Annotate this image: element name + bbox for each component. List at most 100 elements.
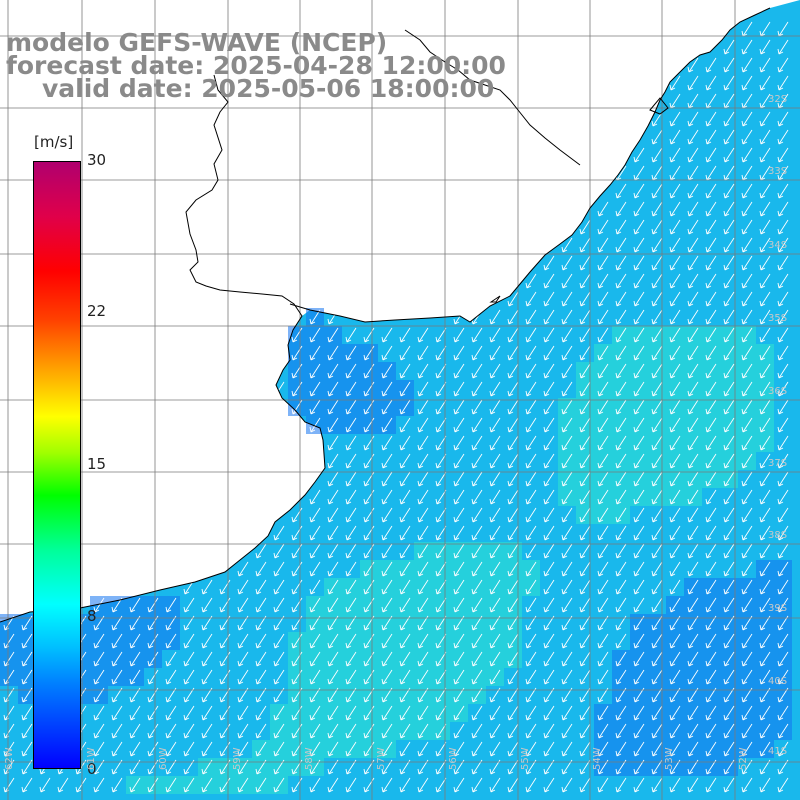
lon-label: 57W — [376, 747, 387, 770]
wind-arrow — [669, 777, 681, 793]
forecast-date: forecast date: 2025-04-28 12:00:00 — [6, 51, 506, 80]
wind-arrow — [687, 471, 699, 487]
wind-arrow — [615, 291, 627, 307]
wind-arrow — [435, 579, 447, 595]
wind-arrow — [597, 237, 609, 253]
wind-arrow — [201, 777, 213, 793]
wind-arrow — [525, 597, 537, 613]
wind-arrow — [615, 417, 627, 433]
wind-arrow — [633, 183, 645, 199]
wind-arrow — [741, 525, 753, 541]
wind-arrow — [507, 489, 519, 505]
wind-arrow — [345, 363, 357, 379]
wind-arrow — [651, 399, 663, 415]
wind-arrow — [759, 219, 771, 235]
wind-arrow — [615, 381, 627, 397]
wind-arrow — [273, 597, 285, 613]
wind-arrow — [669, 291, 681, 307]
wind-arrow — [741, 75, 753, 91]
wind-arrow — [399, 381, 411, 397]
wind-arrow — [147, 723, 159, 739]
wind-arrow — [399, 669, 411, 685]
wind-arrow — [759, 273, 771, 289]
wind-arrow — [651, 237, 663, 253]
wind-arrow — [759, 705, 771, 721]
wind-arrow — [741, 345, 753, 361]
wind-arrow — [453, 705, 465, 721]
wind-arrow — [561, 579, 573, 595]
wind-arrow — [615, 435, 627, 451]
wind-arrow — [363, 507, 375, 523]
wind-arrow — [129, 741, 141, 757]
wind-arrow — [741, 741, 753, 757]
wind-arrow — [759, 381, 771, 397]
wind-arrow — [93, 723, 105, 739]
wind-arrow — [291, 777, 303, 793]
wind-arrow — [561, 507, 573, 523]
wind-arrow — [705, 381, 717, 397]
lon-label: 54W — [592, 747, 603, 770]
wind-arrow — [687, 543, 699, 559]
wind-arrow — [399, 417, 411, 433]
wind-arrow — [705, 363, 717, 379]
wind-arrow — [525, 741, 537, 757]
wind-arrow — [345, 417, 357, 433]
wind-arrow — [597, 561, 609, 577]
wind-arrow — [723, 669, 735, 685]
wind-arrow — [525, 435, 537, 451]
wind-arrow — [705, 453, 717, 469]
wind-arrow — [687, 669, 699, 685]
wind-arrow — [435, 417, 447, 433]
wind-arrow — [489, 723, 501, 739]
wind-arrow — [597, 651, 609, 667]
wind-arrow — [741, 399, 753, 415]
wind-arrow — [471, 525, 483, 541]
wind-arrow — [291, 525, 303, 541]
wind-arrow — [93, 669, 105, 685]
wind-arrow — [453, 543, 465, 559]
wind-arrow — [309, 489, 321, 505]
wind-arrow — [489, 507, 501, 523]
wind-arrow — [561, 453, 573, 469]
wind-arrow — [561, 291, 573, 307]
wind-arrow — [633, 309, 645, 325]
wind-arrow — [507, 633, 519, 649]
wind-arrow — [417, 633, 429, 649]
colorbar-tick: 30 — [87, 151, 107, 169]
wind-arrow — [327, 579, 339, 595]
wind-arrow — [741, 147, 753, 163]
wind-arrow — [273, 741, 285, 757]
wind-arrow — [417, 345, 429, 361]
wind-arrow — [525, 651, 537, 667]
wind-arrow — [597, 327, 609, 343]
wind-arrow — [723, 597, 735, 613]
wind-arrow — [201, 723, 213, 739]
wind-arrow — [417, 723, 429, 739]
wind-arrow — [543, 255, 555, 271]
wind-arrow — [651, 291, 663, 307]
wind-arrow — [309, 417, 321, 433]
wind-arrow — [219, 741, 231, 757]
wind-arrow — [741, 417, 753, 433]
wind-arrow — [579, 741, 591, 757]
wind-arrow — [633, 399, 645, 415]
wind-arrow — [327, 651, 339, 667]
wind-arrow — [453, 561, 465, 577]
wind-arrow — [777, 705, 789, 721]
wind-arrow — [597, 219, 609, 235]
wind-arrow — [381, 489, 393, 505]
wind-arrow — [705, 579, 717, 595]
wind-arrow — [723, 237, 735, 253]
wind-arrow — [507, 561, 519, 577]
wind-arrow — [705, 255, 717, 271]
wind-arrow — [399, 741, 411, 757]
wind-arrow — [561, 363, 573, 379]
wind-arrow — [669, 453, 681, 469]
wind-arrow — [453, 633, 465, 649]
wind-arrow — [561, 633, 573, 649]
wind-arrow — [309, 525, 321, 541]
wind-arrow — [561, 669, 573, 685]
wind-arrow — [759, 471, 771, 487]
wind-arrow — [777, 309, 789, 325]
